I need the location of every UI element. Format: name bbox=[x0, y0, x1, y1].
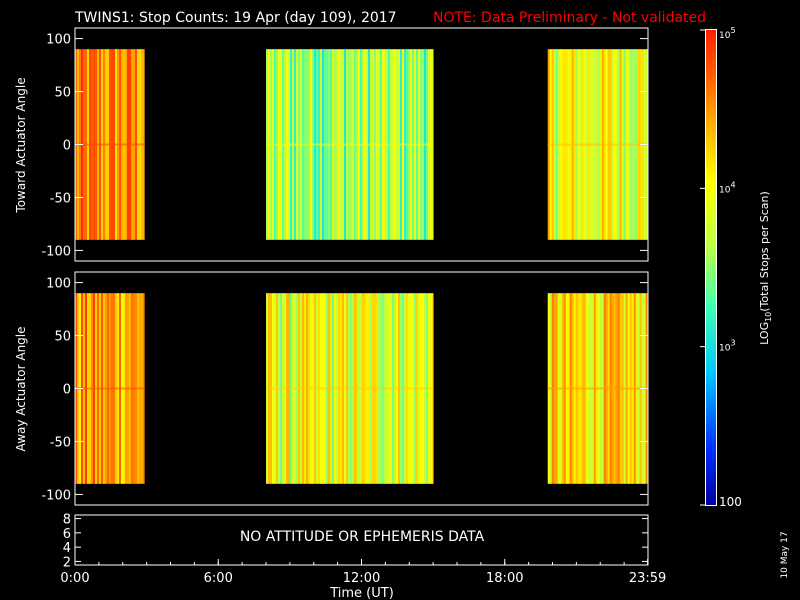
away-y-tick-label: 100 bbox=[46, 277, 71, 292]
colorbar-tick-label: 100 bbox=[719, 495, 742, 509]
colorbar-tick-label: 105 bbox=[719, 26, 736, 41]
no-data-message: NO ATTITUDE OR EPHEMERIS DATA bbox=[240, 529, 485, 545]
toward-data-block bbox=[75, 49, 145, 240]
time-x-tick-label: 12:00 bbox=[343, 571, 380, 586]
colorbar-label: LOG10(Total Stops per Scan) bbox=[758, 191, 773, 345]
preliminary-note: NOTE: Data Preliminary - Not validated bbox=[433, 10, 706, 26]
away-y-axis-label: Away Actuator Angle bbox=[14, 326, 28, 451]
toward-y-tick-label: -50 bbox=[50, 191, 71, 206]
toward-actuator-panel: 100 50 0 -50 -100 Toward Actuator Angle bbox=[14, 27, 649, 262]
toward-heatmap-blocks bbox=[75, 49, 649, 240]
x-axis-label: Time (UT) bbox=[329, 586, 394, 600]
away-data-block bbox=[75, 293, 145, 484]
away-y-tick-label: 50 bbox=[54, 330, 71, 345]
time-x-tick-label: 0:00 bbox=[60, 571, 89, 586]
time-x-ticks: 0:00 6:00 12:00 18:00 23:59 bbox=[60, 559, 666, 586]
date-stamp: 10 May 17 bbox=[780, 531, 790, 578]
away-heatmap-blocks bbox=[75, 293, 649, 484]
colorbar-tick-exponent: 3 bbox=[730, 339, 735, 348]
ephemeris-y-tick-label: 6 bbox=[63, 527, 71, 542]
ephemeris-y-tick-label: 2 bbox=[63, 555, 71, 570]
colorbar-tick-label: 104 bbox=[719, 180, 736, 195]
toward-y-tick-label: -100 bbox=[41, 244, 71, 259]
away-y-tick-label: 0 bbox=[63, 383, 71, 398]
colorbar: 105 104 103 100 LOG10(Total Stops per Scan) bbox=[700, 26, 773, 509]
colorbar-gradient bbox=[706, 30, 716, 505]
figure-title: TWINS1: Stop Counts: 19 Apr (day 109), 2… bbox=[74, 10, 397, 26]
time-x-tick-label: 23:59 bbox=[629, 571, 666, 586]
toward-y-axis-label: Toward Actuator Angle bbox=[14, 77, 28, 213]
ephemeris-y-tick-label: 8 bbox=[63, 513, 71, 528]
toward-y-tick-label: 50 bbox=[54, 86, 71, 101]
toward-y-ticks: 100 50 0 -50 -100 bbox=[41, 33, 648, 259]
colorbar-tick-label: 103 bbox=[719, 339, 736, 354]
colorbar-tick-exponent: 5 bbox=[730, 26, 735, 35]
away-actuator-panel: 100 50 0 -50 -100 Away Actuator Angle bbox=[14, 271, 649, 506]
ephemeris-y-tick-label: 4 bbox=[63, 541, 71, 556]
away-data-block bbox=[266, 293, 434, 484]
colorbar-frame bbox=[705, 29, 717, 506]
toward-y-tick-label: 0 bbox=[63, 139, 71, 154]
toward-y-tick-label: 100 bbox=[46, 33, 71, 48]
time-x-tick-label: 6:00 bbox=[204, 571, 233, 586]
toward-data-block bbox=[547, 49, 649, 240]
away-data-block bbox=[547, 293, 649, 484]
away-y-ticks: 100 50 0 -50 -100 bbox=[41, 277, 648, 503]
toward-data-block bbox=[266, 49, 434, 240]
away-y-tick-label: -50 bbox=[50, 435, 71, 450]
away-y-tick-label: -100 bbox=[41, 488, 71, 503]
colorbar-tick-exponent: 4 bbox=[730, 180, 735, 189]
time-x-tick-label: 18:00 bbox=[486, 571, 523, 586]
